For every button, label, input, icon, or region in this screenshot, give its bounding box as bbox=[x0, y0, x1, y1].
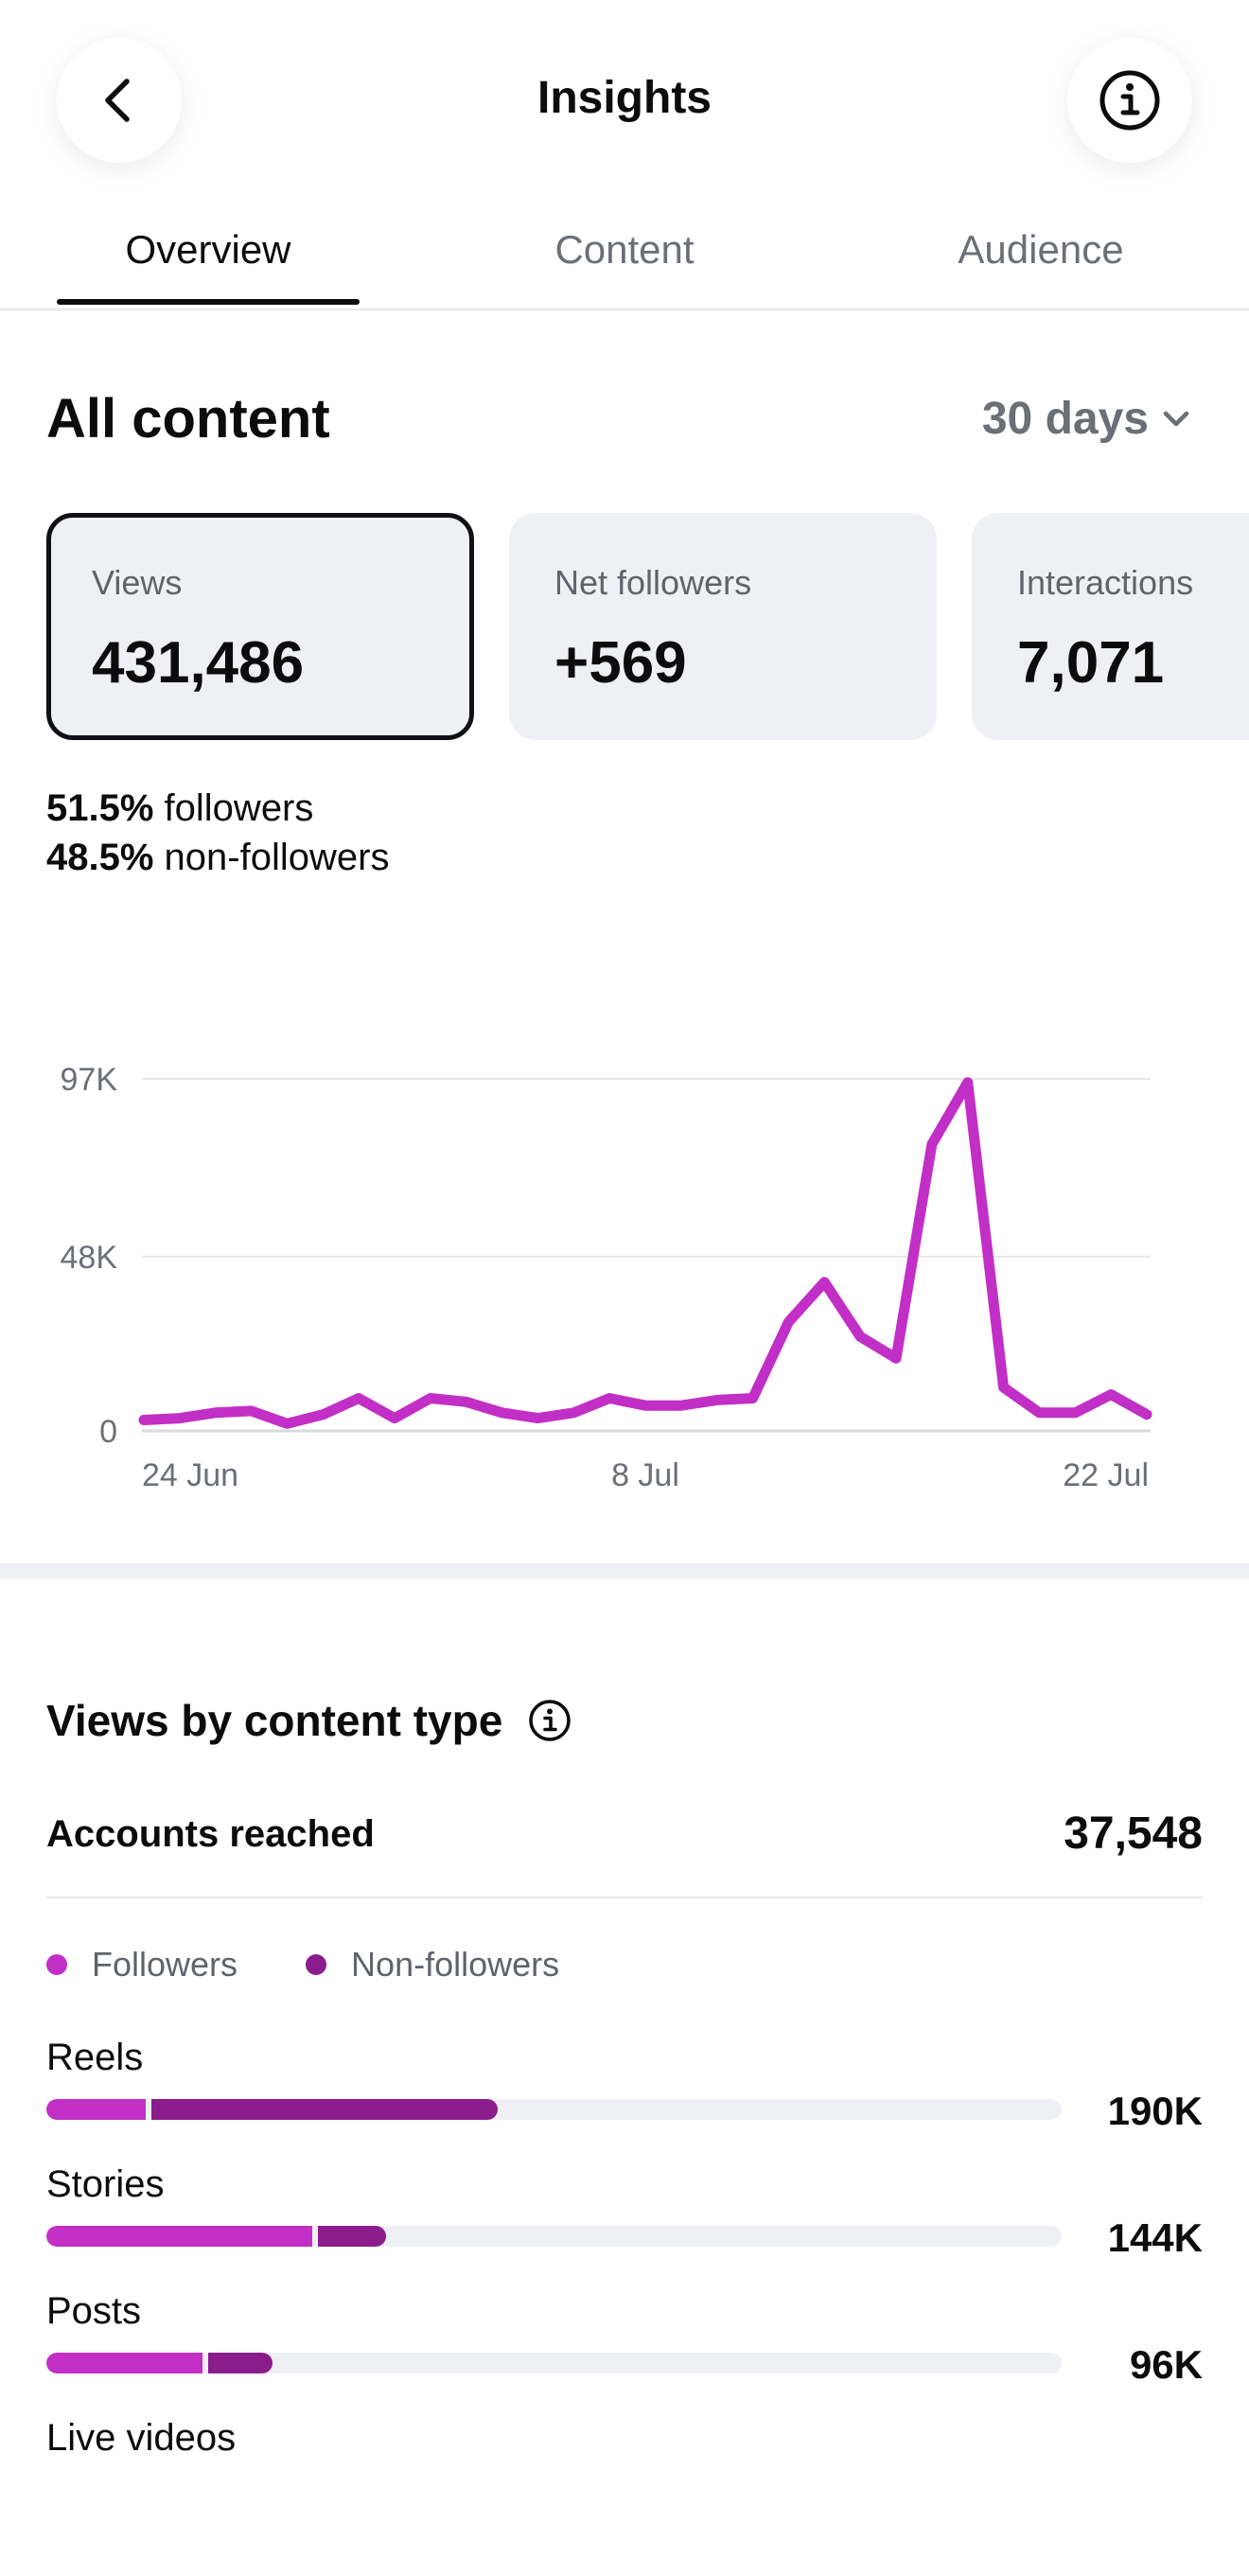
page-title: Insights bbox=[537, 73, 712, 123]
y-tick-label: 97K bbox=[61, 1062, 118, 1098]
active-tab-indicator bbox=[57, 299, 360, 305]
metric-cards: Views 431,486 Net followers +569 Interac… bbox=[46, 513, 1249, 740]
x-tick-label: 24 Jun bbox=[142, 1457, 238, 1493]
views-by-type-title: Views by content type bbox=[46, 1692, 572, 1749]
legend-dot bbox=[46, 1954, 67, 1975]
nonfollowers-percent: 48.5% bbox=[46, 837, 154, 878]
followers-label: followers bbox=[164, 787, 314, 829]
period-dropdown[interactable]: 30 days bbox=[982, 390, 1192, 449]
net-followers-card[interactable]: Net followers +569 bbox=[509, 513, 937, 740]
interactions-card[interactable]: Interactions 7,071 bbox=[972, 513, 1249, 740]
tab-overview[interactable]: Overview bbox=[125, 227, 291, 272]
legend-dot bbox=[306, 1954, 327, 1975]
legend-followers: Followers bbox=[46, 1942, 237, 1987]
content-type-label: Stories bbox=[46, 2163, 165, 2205]
legend-label: Followers bbox=[92, 1945, 238, 1984]
card-value: +569 bbox=[554, 630, 687, 696]
followers-segment bbox=[46, 2226, 313, 2247]
views-series-line bbox=[138, 1077, 1152, 1429]
card-value: 431,486 bbox=[92, 630, 305, 696]
chevron-down-icon bbox=[1163, 411, 1189, 427]
back-button[interactable] bbox=[57, 38, 182, 163]
content-type-label: Live videos bbox=[46, 2417, 237, 2459]
card-label: Interactions bbox=[1017, 563, 1194, 602]
content-type-value: 96K bbox=[1129, 2342, 1203, 2387]
content-type-bar bbox=[46, 2226, 1062, 2247]
nonfollowers-segment bbox=[208, 2353, 273, 2373]
content-type-reels[interactable]: Reels 190K bbox=[46, 2033, 1203, 2150]
info-button[interactable] bbox=[1067, 38, 1192, 163]
views-by-type-heading: Views by content type bbox=[46, 1696, 503, 1745]
followers-segment bbox=[46, 2353, 203, 2373]
tab-content[interactable]: Content bbox=[554, 227, 695, 272]
nonfollowers-segment bbox=[318, 2226, 387, 2247]
follower-split: 51.5% followers 48.5% non-followers bbox=[46, 784, 389, 882]
chart-legend: Followers Non-followers bbox=[46, 1942, 627, 1987]
accounts-reached-label: Accounts reached bbox=[46, 1813, 375, 1855]
nonfollowers-label: non-followers bbox=[164, 837, 390, 878]
legend-nonfollowers: Non-followers bbox=[306, 1942, 559, 1987]
content-type-value: 144K bbox=[1107, 2215, 1203, 2260]
followers-segment bbox=[46, 2099, 147, 2120]
card-value: 7,071 bbox=[1017, 630, 1165, 696]
card-label: Net followers bbox=[554, 563, 752, 602]
legend-label: Non-followers bbox=[351, 1945, 560, 1984]
tab-audience[interactable]: Audience bbox=[958, 227, 1124, 272]
content-type-value: 190K bbox=[1107, 2089, 1203, 2133]
nonfollowers-segment bbox=[151, 2099, 499, 2120]
content-type-bar bbox=[46, 2099, 1062, 2120]
tab-bar: Overview Content Audience bbox=[0, 199, 1249, 310]
y-tick-label: 48K bbox=[61, 1240, 118, 1276]
content-type-label: Posts bbox=[46, 2290, 142, 2332]
views-line-chart: 0 48K 97K 24 Jun 8 Jul 22 Jul bbox=[61, 1062, 1152, 1493]
x-tick-label: 8 Jul bbox=[611, 1457, 679, 1493]
content-type-stories[interactable]: Stories 144K bbox=[46, 2160, 1203, 2277]
content-type-posts[interactable]: Posts 96K bbox=[46, 2286, 1203, 2404]
section-divider bbox=[0, 1563, 1249, 1579]
info-icon[interactable] bbox=[527, 1698, 572, 1743]
x-tick-label: 22 Jul bbox=[1063, 1457, 1149, 1493]
card-label: Views bbox=[92, 563, 183, 602]
period-label: 30 days bbox=[981, 394, 1149, 444]
content-type-live-videos[interactable]: Live videos bbox=[46, 2413, 1203, 2470]
content-type-bar bbox=[46, 2353, 1062, 2373]
y-tick-label: 0 bbox=[99, 1414, 117, 1450]
accounts-reached-row: Accounts reached 37,548 bbox=[46, 1806, 1203, 1898]
views-card[interactable]: Views 431,486 bbox=[46, 513, 474, 740]
accounts-reached-value: 37,548 bbox=[1064, 1808, 1203, 1859]
header: Insights bbox=[0, 0, 1249, 199]
chevron-left-icon bbox=[105, 79, 130, 122]
section-title: All content bbox=[46, 388, 330, 450]
content-type-label: Reels bbox=[46, 2037, 144, 2078]
info-icon bbox=[1099, 70, 1160, 131]
followers-percent: 51.5% bbox=[46, 787, 154, 829]
